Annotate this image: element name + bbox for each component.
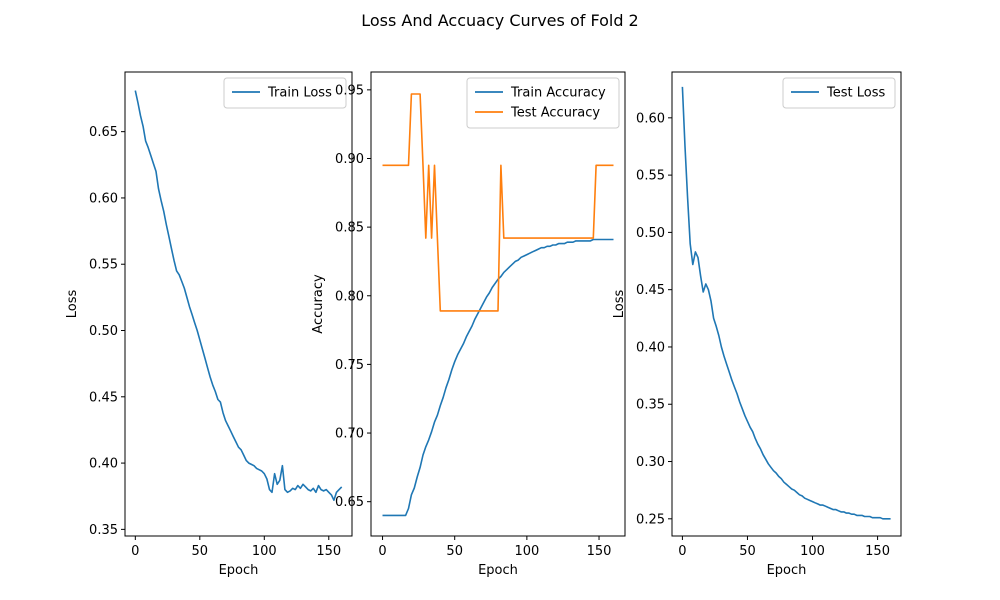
figure-title: Loss And Accuacy Curves of Fold 2 — [361, 11, 638, 30]
axes-frame — [370, 71, 626, 537]
x-tick-label: 150 — [865, 544, 890, 559]
y-tick-label: 0.40 — [636, 340, 665, 355]
y-tick-label: 0.35 — [89, 523, 118, 538]
x-tick-label: 100 — [514, 544, 539, 559]
x-axis-label: Epoch — [478, 563, 518, 578]
y-axis-label: Loss — [612, 290, 627, 319]
x-tick-label: 150 — [316, 544, 341, 559]
legend-box — [223, 77, 347, 109]
y-tick-label: 0.35 — [636, 398, 665, 413]
y-tick-label: 0.25 — [636, 512, 665, 527]
x-tick-label: 100 — [252, 544, 277, 559]
legend: Test Loss — [782, 77, 896, 109]
y-tick-label: 0.45 — [636, 283, 665, 298]
series-line-test-loss — [681, 86, 891, 520]
x-tick-label: 50 — [192, 544, 209, 559]
axes-frame — [671, 71, 902, 537]
subplot-3: 0 50 100 150 0.25 0.30 0.35 0.40 0.45 0.50 0.55 0.6… — [612, 71, 902, 578]
y-tick-label: 0.60 — [89, 191, 118, 206]
legend: Train Loss — [223, 77, 347, 109]
y-tick-label: 0.45 — [89, 390, 118, 405]
x-tick-label: 50 — [739, 544, 756, 559]
legend-label: Train Accuracy — [510, 86, 606, 101]
y-tick-label: 0.95 — [335, 83, 364, 98]
x-tick-label: 0 — [131, 544, 139, 559]
axes-frame — [124, 71, 353, 537]
series-line-test-accuracy — [382, 93, 614, 312]
y-axis-label: Accuracy — [311, 274, 326, 334]
y-tick-label: 0.65 — [89, 125, 118, 140]
y-axis-label: Loss — [65, 290, 80, 319]
y-tick-label: 0.85 — [335, 221, 364, 236]
series-line-train-loss — [134, 90, 343, 502]
y-tick-label: 0.50 — [636, 226, 665, 241]
x-tick-label: 150 — [587, 544, 612, 559]
x-tick-label: 100 — [800, 544, 825, 559]
y-tick-label: 0.75 — [335, 358, 364, 373]
x-axis-label: Epoch — [219, 563, 259, 578]
y-tick-label: 0.40 — [89, 457, 118, 472]
y-tick-label: 0.50 — [89, 324, 118, 339]
legend-label: Train Loss — [267, 86, 332, 101]
y-tick-label: 0.55 — [636, 169, 665, 184]
subplot-1: 0 50 100 150 0.35 0.40 0.45 0.50 0.55 0.60 0.65 Epo… — [65, 71, 353, 578]
y-tick-label: 0.90 — [335, 152, 364, 167]
legend-label: Test Accuracy — [510, 106, 600, 121]
y-tick-label: 0.80 — [335, 289, 364, 304]
x-tick-label: 0 — [678, 544, 686, 559]
legend-box — [782, 77, 896, 109]
legend-box — [466, 77, 620, 129]
x-axis-label: Epoch — [767, 563, 807, 578]
y-tick-label: 0.60 — [636, 111, 665, 126]
y-tick-label: 0.65 — [335, 495, 364, 510]
subplot-2: 0 50 100 150 0.65 0.70 0.75 0.80 0.85 0.90 0.95 Epo… — [311, 71, 626, 578]
y-tick-label: 0.70 — [335, 427, 364, 442]
legend-label: Test Loss — [826, 86, 885, 101]
legend: Train Accuracy Test Accuracy — [466, 77, 620, 129]
y-tick-label: 0.55 — [89, 258, 118, 273]
x-tick-label: 0 — [378, 544, 386, 559]
y-tick-label: 0.30 — [636, 455, 665, 470]
x-tick-label: 50 — [446, 544, 463, 559]
